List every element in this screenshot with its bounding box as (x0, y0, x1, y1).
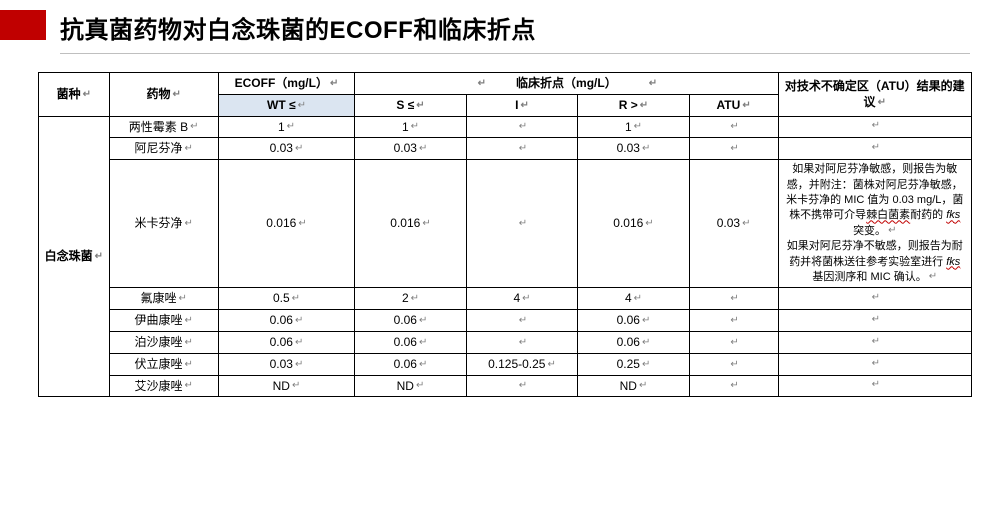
col-r-label: R > (619, 98, 638, 112)
cell-advice: ↵ (778, 116, 971, 138)
cell-drug: 伊曲康唑↵ (109, 310, 218, 332)
col-atu-header: ATU↵ (689, 94, 778, 116)
cell-i: ↵ (466, 116, 577, 138)
col-drug-header: 药物↵ (109, 73, 218, 117)
cell-ecoff: 0.03↵ (218, 353, 355, 375)
table-row: 阿尼芬净↵0.03↵0.03↵↵0.03↵↵↵ (39, 138, 972, 160)
col-s-header: S ≤↵ (355, 94, 466, 116)
cell-s: 0.03↵ (355, 138, 466, 160)
cell-advice: ↵ (778, 375, 971, 397)
cell-ecoff: 0.016↵ (218, 160, 355, 288)
col-advice-header: 对技术不确定区（ATU）结果的建议↵ (778, 73, 971, 117)
cell-ecoff: 0.5↵ (218, 288, 355, 310)
cell-s: 0.016↵ (355, 160, 466, 288)
cell-drug: 泊沙康唑↵ (109, 331, 218, 353)
table-row: 白念珠菌↵两性霉素 B↵1↵1↵↵1↵↵↵ (39, 116, 972, 138)
cell-drug: 伏立康唑↵ (109, 353, 218, 375)
cell-r: 0.016↵ (578, 160, 689, 288)
cell-atu: ↵ (689, 288, 778, 310)
cell-i: ↵ (466, 160, 577, 288)
col-i-header: I↵ (466, 94, 577, 116)
col-r-header: R >↵ (578, 94, 689, 116)
title-accent-block (0, 10, 46, 40)
cell-r: 0.06↵ (578, 310, 689, 332)
cell-r: 1↵ (578, 116, 689, 138)
table-row: 氟康唑↵0.5↵2↵4↵4↵↵↵ (39, 288, 972, 310)
cell-ecoff: ND↵ (218, 375, 355, 397)
col-advice-label: 对技术不确定区（ATU）结果的建议 (785, 79, 965, 110)
cell-i: ↵ (466, 375, 577, 397)
cell-drug: 两性霉素 B↵ (109, 116, 218, 138)
cell-r: 0.06↵ (578, 331, 689, 353)
table-row: 伏立康唑↵0.03↵0.06↵0.125-0.25↵0.25↵↵↵ (39, 353, 972, 375)
cell-atu: ↵ (689, 375, 778, 397)
cell-s: 0.06↵ (355, 310, 466, 332)
ecoff-table: 菌种↵ 药物↵ ECOFF（mg/L）↵ ↵ 临床折点（mg/L） ↵ (38, 72, 972, 397)
cell-drug: 氟康唑↵ (109, 288, 218, 310)
cell-s: 1↵ (355, 116, 466, 138)
table-row: 艾沙康唑↵ND↵ND↵↵ND↵↵↵ (39, 375, 972, 397)
cell-r: ND↵ (578, 375, 689, 397)
col-species-header: 菌种↵ (39, 73, 110, 117)
cell-advice: ↵ (778, 138, 971, 160)
cell-r: 0.03↵ (578, 138, 689, 160)
col-ecoff-group-header: ECOFF（mg/L）↵ (218, 73, 355, 95)
col-atu-label: ATU (717, 98, 741, 112)
cell-advice: ↵ (778, 310, 971, 332)
col-drug-label: 药物 (146, 87, 170, 101)
cell-r: 4↵ (578, 288, 689, 310)
cell-drug: 艾沙康唑↵ (109, 375, 218, 397)
cell-ecoff: 0.06↵ (218, 310, 355, 332)
col-clinical-group-label: 临床折点（mg/L） (516, 76, 617, 90)
cell-s: 2↵ (355, 288, 466, 310)
cell-species: 白念珠菌↵ (39, 116, 110, 397)
cell-i: ↵ (466, 331, 577, 353)
page-title: 抗真菌药物对白念珠菌的ECOFF和临床折点 (60, 10, 536, 45)
cell-r: 0.25↵ (578, 353, 689, 375)
cell-ecoff: 0.06↵ (218, 331, 355, 353)
cell-i: ↵ (466, 138, 577, 160)
col-s-label: S ≤ (396, 98, 414, 112)
col-species-label: 菌种 (57, 87, 81, 101)
cell-advice: ↵ (778, 331, 971, 353)
cell-atu: ↵ (689, 116, 778, 138)
cell-i: ↵ (466, 310, 577, 332)
col-ecoff-sub-label: WT ≤ (267, 98, 296, 112)
table-row: 伊曲康唑↵0.06↵0.06↵↵0.06↵↵↵ (39, 310, 972, 332)
cell-drug: 米卡芬净↵ (109, 160, 218, 288)
cell-atu: 0.03↵ (689, 160, 778, 288)
cell-advice: ↵ (778, 288, 971, 310)
cell-advice: 如果对阿尼芬净敏感，则报告为敏感，并附注：菌株对阿尼芬净敏感，米卡芬净的 MIC… (778, 160, 971, 288)
cell-atu: ↵ (689, 331, 778, 353)
table-row: 泊沙康唑↵0.06↵0.06↵↵0.06↵↵↵ (39, 331, 972, 353)
cell-atu: ↵ (689, 138, 778, 160)
cell-s: 0.06↵ (355, 331, 466, 353)
cell-ecoff: 0.03↵ (218, 138, 355, 160)
cell-s: 0.06↵ (355, 353, 466, 375)
cell-advice: ↵ (778, 353, 971, 375)
table-head: 菌种↵ 药物↵ ECOFF（mg/L）↵ ↵ 临床折点（mg/L） ↵ (39, 73, 972, 117)
table-body: 白念珠菌↵两性霉素 B↵1↵1↵↵1↵↵↵阿尼芬净↵0.03↵0.03↵↵0.0… (39, 116, 972, 397)
cell-s: ND↵ (355, 375, 466, 397)
table-container: 菌种↵ 药物↵ ECOFF（mg/L）↵ ↵ 临床折点（mg/L） ↵ (0, 54, 1000, 397)
cell-i: 4↵ (466, 288, 577, 310)
cell-atu: ↵ (689, 353, 778, 375)
title-bar: 抗真菌药物对白念珠菌的ECOFF和临床折点 (0, 0, 1000, 45)
table-row: 米卡芬净↵0.016↵0.016↵↵0.016↵0.03↵如果对阿尼芬净敏感，则… (39, 160, 972, 288)
cell-ecoff: 1↵ (218, 116, 355, 138)
col-clinical-group-header: ↵ 临床折点（mg/L） ↵ (355, 73, 778, 95)
col-ecoff-group-label: ECOFF（mg/L） (235, 76, 328, 90)
slide-root: 抗真菌药物对白念珠菌的ECOFF和临床折点 菌种↵ 药物↵ ECOFF（m (0, 0, 1000, 531)
col-ecoff-sub-header: WT ≤↵ (218, 94, 355, 116)
cell-drug: 阿尼芬净↵ (109, 138, 218, 160)
cell-atu: ↵ (689, 310, 778, 332)
cell-i: 0.125-0.25↵ (466, 353, 577, 375)
